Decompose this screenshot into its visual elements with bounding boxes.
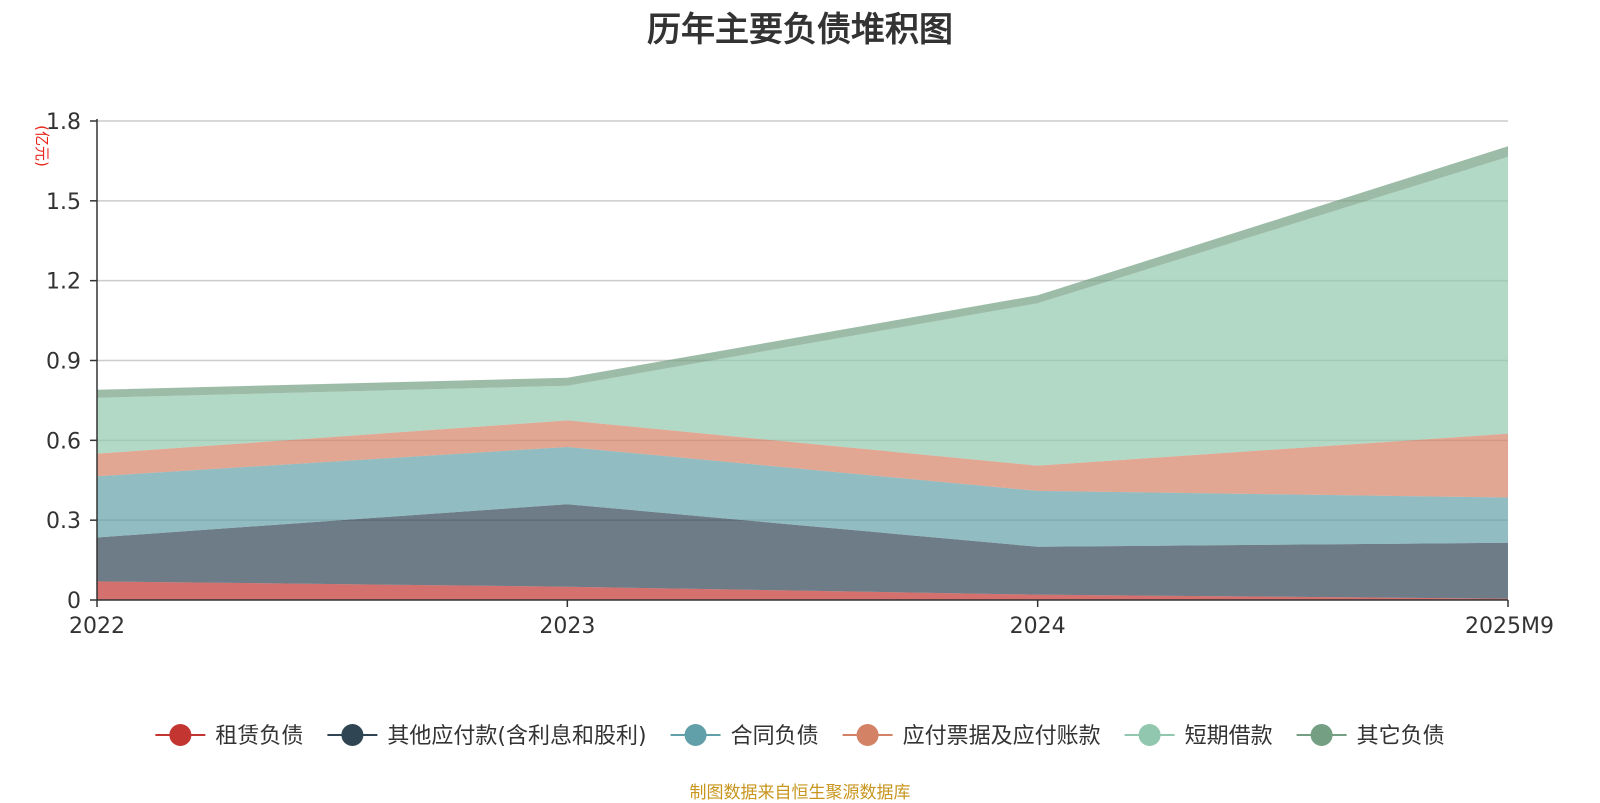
- y-tick-label: 0.9: [46, 350, 81, 375]
- legend-item: 短期借款: [1124, 724, 1273, 749]
- legend-marker: [341, 724, 364, 746]
- x-tick-label: 2025M9: [1465, 614, 1554, 639]
- legend-label: 其他应付款(含利息和股利): [387, 724, 646, 749]
- legend-item: 合同负债: [670, 724, 819, 749]
- y-axis-unit-label: (亿元): [33, 125, 51, 167]
- legend-marker: [856, 724, 879, 746]
- y-tick-label: 0.6: [46, 429, 81, 454]
- legend-marker: [1310, 724, 1333, 746]
- y-tick-label: 1.2: [46, 270, 81, 295]
- chart-title: 历年主要负债堆积图: [647, 10, 953, 50]
- legend-marker: [684, 724, 707, 746]
- x-tick-label: 2023: [539, 614, 595, 639]
- y-tick-label: 0: [67, 589, 81, 614]
- legend-label: 合同负债: [731, 724, 819, 749]
- x-tick-label: 2024: [1010, 614, 1066, 639]
- y-tick-label: 1.8: [46, 110, 81, 135]
- y-tick-label: 0.3: [46, 509, 81, 534]
- data-source-note: 制图数据来自恒生聚源数据库: [689, 783, 911, 803]
- area-2: [97, 504, 1508, 599]
- legend-marker: [169, 724, 192, 746]
- legend-item: 应付票据及应付账款: [842, 724, 1101, 749]
- legend-item: 其他应付款(含利息和股利): [327, 724, 647, 749]
- area-1: [97, 581, 1508, 600]
- y-tick-label: 1.5: [46, 190, 81, 215]
- area-3: [97, 446, 1508, 547]
- x-tick-label: 2022: [69, 614, 125, 639]
- legend-marker: [1138, 724, 1161, 746]
- legend-item: 其它负债: [1296, 724, 1445, 749]
- legend-item: 租赁负债: [155, 724, 303, 749]
- legend-label: 其它负债: [1357, 724, 1445, 749]
- area-5: [97, 156, 1508, 466]
- legend-label: 短期借款: [1185, 724, 1273, 749]
- legend-label: 租赁负债: [215, 724, 303, 749]
- area-4: [97, 420, 1508, 498]
- legend-label: 应付票据及应付账款: [903, 724, 1101, 749]
